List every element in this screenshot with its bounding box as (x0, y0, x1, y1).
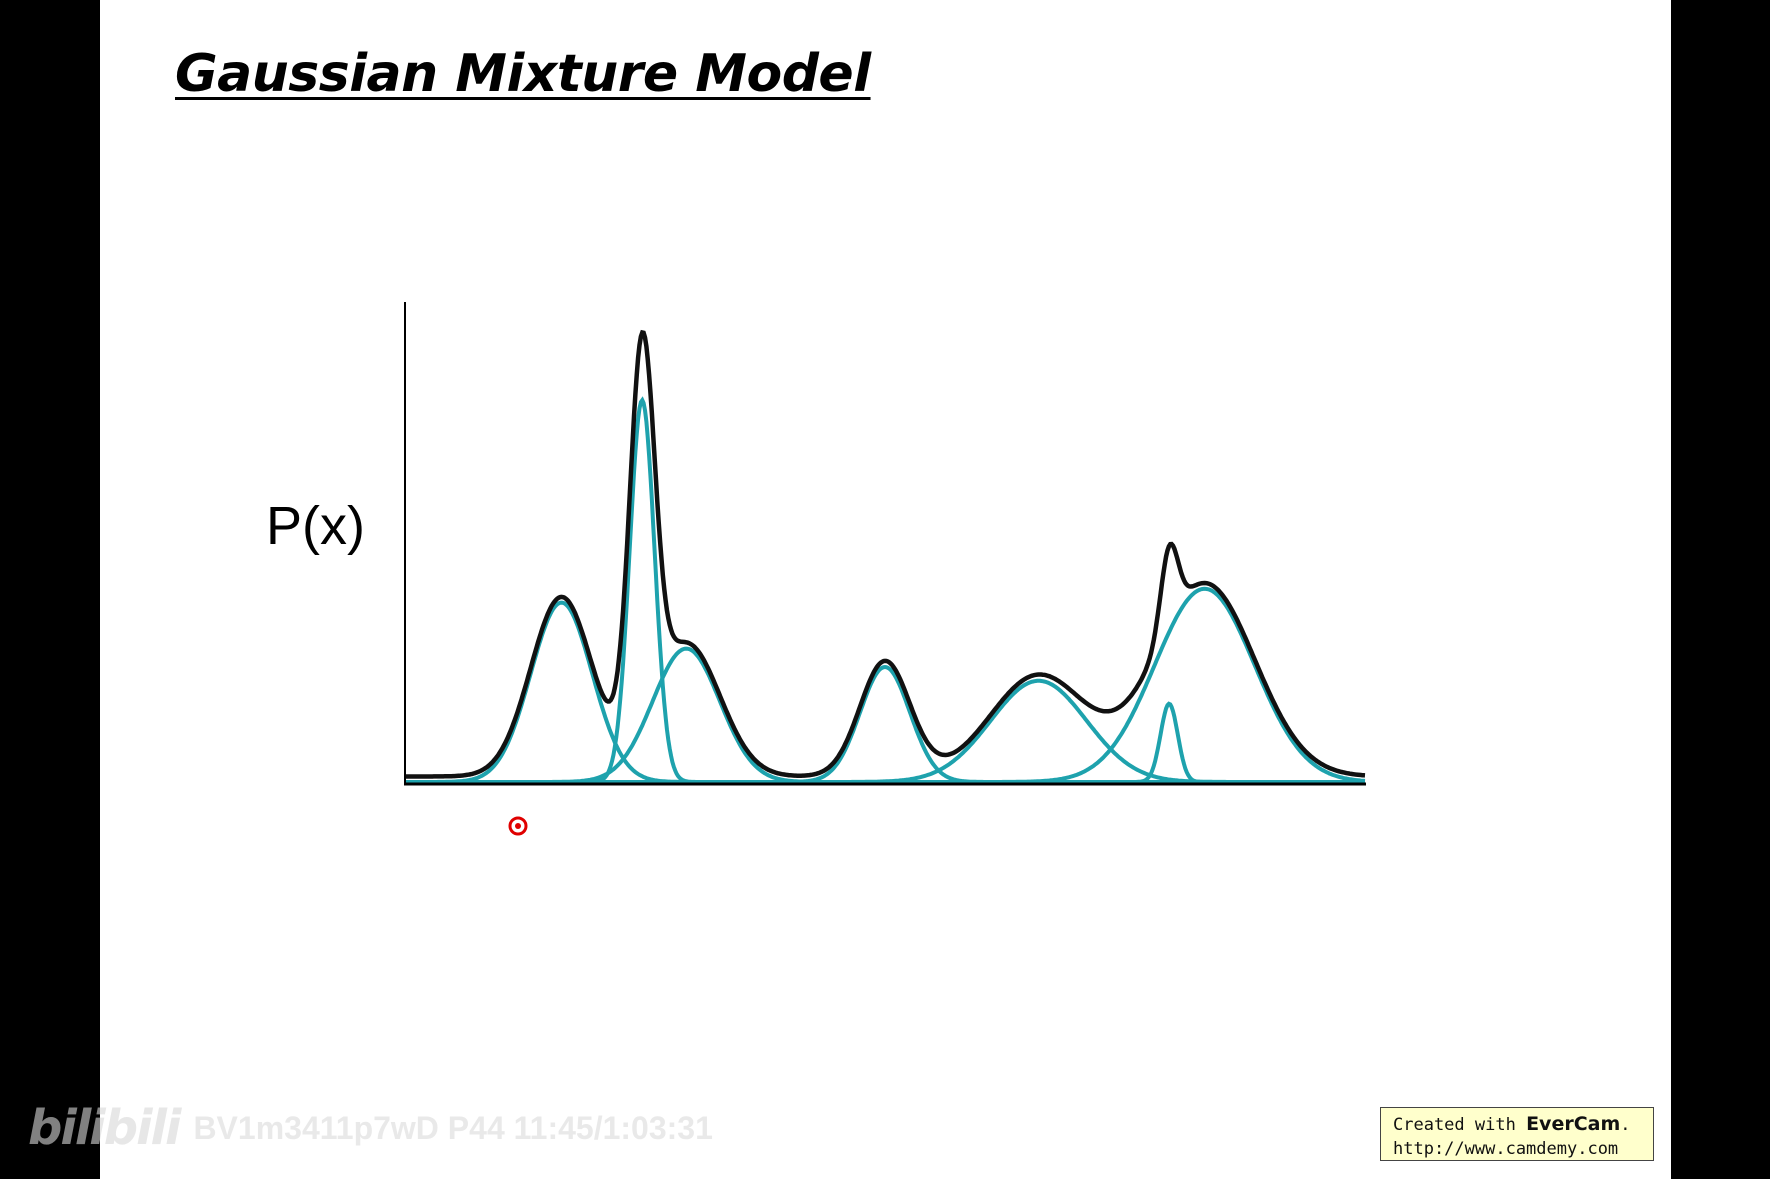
evercam-badge: Created with EverCam. http://www.camdemy… (1380, 1107, 1654, 1161)
chart (404, 302, 1366, 836)
evercam-url: http://www.camdemy.com (1393, 1139, 1619, 1159)
component-curve-1 (405, 600, 1365, 784)
y-axis-label: P(x) (266, 496, 365, 556)
mixture-curve (405, 329, 1366, 779)
cursor-dot (508, 816, 528, 836)
evercam-brand: EverCam (1526, 1113, 1621, 1135)
slide-title: Gaussian Mixture Model (175, 44, 871, 104)
video-id-timestamp: BV1m3411p7wD P44 11:45/1:03:31 (193, 1109, 713, 1146)
video-watermark: bilibili BV1m3411p7wD P44 11:45/1:03:31 (28, 1100, 713, 1156)
component-curve-5 (405, 678, 1365, 784)
bilibili-logo: bilibili (28, 1100, 181, 1156)
slide: Gaussian Mixture Model P(x) (100, 0, 1671, 1179)
component-curve-7 (405, 586, 1366, 784)
evercam-line1: Created with EverCam. (1393, 1113, 1631, 1135)
component-curve-4 (405, 664, 1365, 784)
component-curve-6 (405, 701, 1365, 784)
